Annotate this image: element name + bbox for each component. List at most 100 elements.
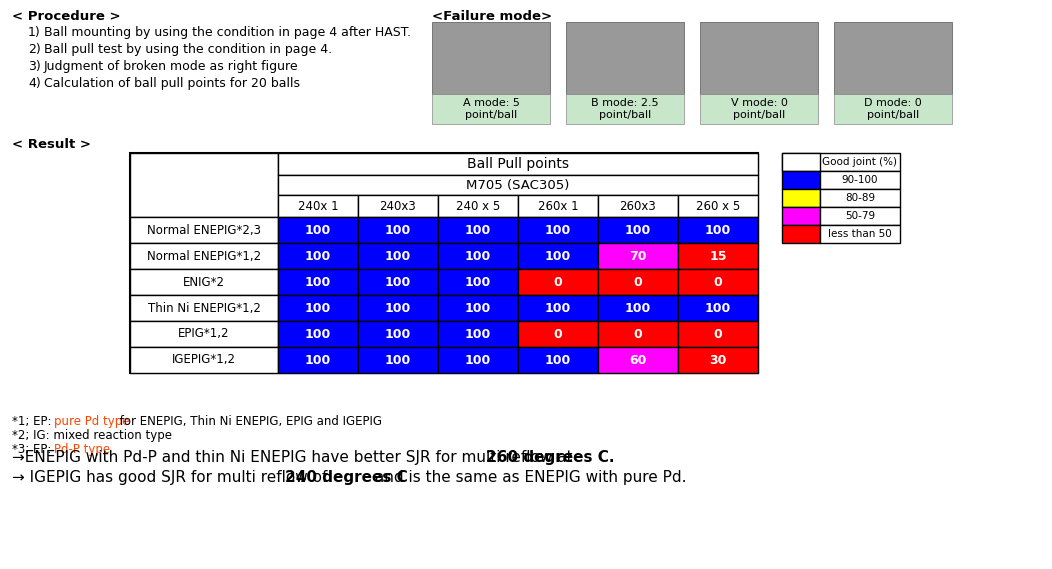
Text: 0: 0 <box>633 275 643 288</box>
Bar <box>518 269 598 295</box>
Text: 100: 100 <box>385 353 411 366</box>
Text: Normal ENEPIG*1,2: Normal ENEPIG*1,2 <box>147 249 261 262</box>
Text: ENIG*2: ENIG*2 <box>183 275 225 288</box>
Bar <box>677 195 758 217</box>
Text: 50-79: 50-79 <box>845 211 875 221</box>
Text: Normal ENEPIG*2,3: Normal ENEPIG*2,3 <box>147 224 261 237</box>
Bar <box>518 217 598 243</box>
Text: Ball Pull points: Ball Pull points <box>467 157 569 171</box>
Bar <box>278 175 758 195</box>
Bar <box>358 347 438 373</box>
Bar <box>782 153 820 171</box>
Text: 100: 100 <box>465 275 491 288</box>
Bar <box>820 207 901 225</box>
Text: 100: 100 <box>545 249 571 262</box>
Text: 260x 1: 260x 1 <box>538 200 579 212</box>
Bar <box>358 195 438 217</box>
Bar <box>358 269 438 295</box>
Text: 90-100: 90-100 <box>842 175 878 185</box>
Text: 100: 100 <box>305 249 331 262</box>
Text: EPIG*1,2: EPIG*1,2 <box>178 328 229 340</box>
Text: 0: 0 <box>633 328 643 340</box>
Text: Thin Ni ENEPIG*1,2: Thin Ni ENEPIG*1,2 <box>147 302 261 315</box>
Bar <box>438 295 518 321</box>
Bar <box>566 94 684 124</box>
Bar <box>130 347 278 373</box>
Text: 0: 0 <box>553 275 563 288</box>
Text: 240 degrees C: 240 degrees C <box>285 470 408 485</box>
Bar <box>278 321 358 347</box>
Bar <box>598 195 677 217</box>
Bar <box>598 217 677 243</box>
Bar <box>130 153 758 373</box>
Bar <box>438 347 518 373</box>
Bar <box>518 295 598 321</box>
Bar <box>820 171 901 189</box>
Bar <box>782 153 901 171</box>
Text: 2): 2) <box>28 43 41 56</box>
Text: D mode: 0
point/ball: D mode: 0 point/ball <box>864 98 922 120</box>
Bar <box>834 94 952 124</box>
Text: < Result >: < Result > <box>12 138 92 151</box>
Bar <box>278 295 358 321</box>
Bar <box>677 321 758 347</box>
Text: 100: 100 <box>385 224 411 237</box>
Text: 100: 100 <box>705 224 731 237</box>
Bar <box>278 347 358 373</box>
Text: B mode: 2.5
point/ball: B mode: 2.5 point/ball <box>591 98 659 120</box>
Text: Pd-P type: Pd-P type <box>54 443 109 456</box>
Text: *2; IG: mixed reaction type: *2; IG: mixed reaction type <box>12 429 171 442</box>
Bar <box>130 269 278 295</box>
Text: 100: 100 <box>625 224 651 237</box>
Bar <box>278 195 358 217</box>
Text: 70: 70 <box>629 249 647 262</box>
Text: 30: 30 <box>709 353 727 366</box>
Text: 100: 100 <box>465 302 491 315</box>
Bar <box>677 217 758 243</box>
Text: 260x3: 260x3 <box>620 200 656 212</box>
Text: 100: 100 <box>465 353 491 366</box>
Text: pure Pd type: pure Pd type <box>54 415 129 428</box>
Bar <box>820 189 901 207</box>
Text: 260 x 5: 260 x 5 <box>695 200 741 212</box>
Bar <box>358 295 438 321</box>
Bar <box>130 321 278 347</box>
Bar <box>598 243 677 269</box>
Text: 240 x 5: 240 x 5 <box>456 200 500 212</box>
Text: 100: 100 <box>705 302 731 315</box>
Bar <box>677 269 758 295</box>
Text: 80-89: 80-89 <box>845 193 875 203</box>
Text: 100: 100 <box>545 302 571 315</box>
Bar <box>278 153 758 175</box>
Bar <box>432 22 550 94</box>
Text: less than 50: less than 50 <box>828 229 892 239</box>
Text: 100: 100 <box>465 328 491 340</box>
Text: 1): 1) <box>28 26 41 39</box>
Bar <box>700 22 818 94</box>
Text: 100: 100 <box>305 302 331 315</box>
Text: 100: 100 <box>305 224 331 237</box>
Text: 3): 3) <box>28 60 41 73</box>
Bar <box>358 243 438 269</box>
Bar <box>438 195 518 217</box>
Bar <box>278 217 358 243</box>
Text: 100: 100 <box>385 275 411 288</box>
Bar <box>677 295 758 321</box>
Text: 0: 0 <box>713 275 723 288</box>
Text: IGEPIG*1,2: IGEPIG*1,2 <box>171 353 236 366</box>
Bar <box>700 94 818 124</box>
Bar <box>130 243 278 269</box>
Text: 100: 100 <box>625 302 651 315</box>
Bar <box>432 94 550 124</box>
Bar <box>130 153 278 217</box>
Bar <box>782 171 820 189</box>
Text: V mode: 0
point/ball: V mode: 0 point/ball <box>730 98 788 120</box>
Bar <box>438 269 518 295</box>
Text: 100: 100 <box>385 302 411 315</box>
Text: Ball mounting by using the condition in page 4 after HAST.: Ball mounting by using the condition in … <box>44 26 411 39</box>
Bar <box>358 217 438 243</box>
Text: Ball pull test by using the condition in page 4.: Ball pull test by using the condition in… <box>44 43 332 56</box>
Text: 240x 1: 240x 1 <box>298 200 339 212</box>
Text: 100: 100 <box>385 328 411 340</box>
Text: Good joint (%): Good joint (%) <box>823 157 897 167</box>
